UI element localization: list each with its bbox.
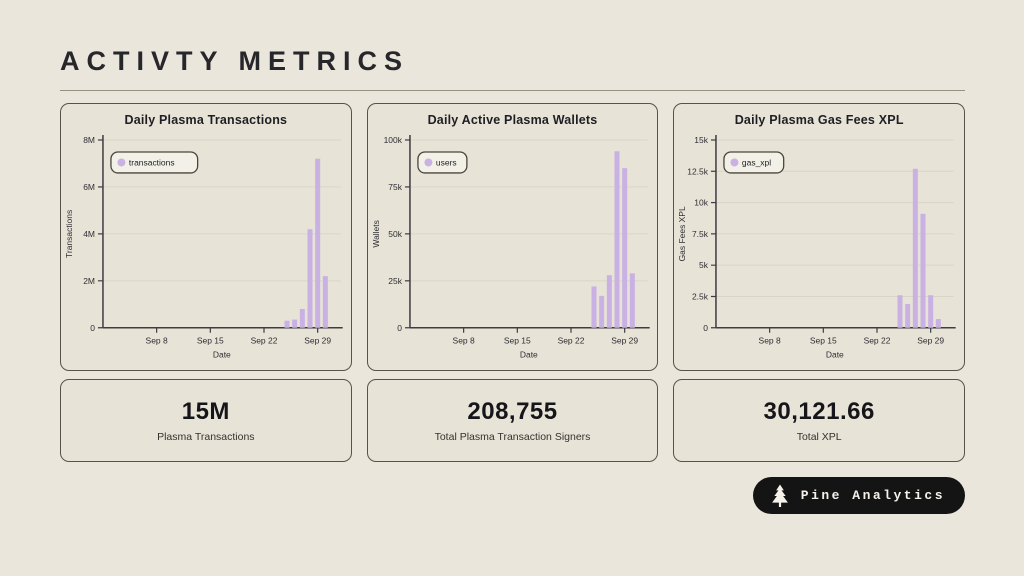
legend-box (416, 151, 468, 174)
x-axis-title: Date (826, 350, 844, 360)
x-tick-label: Sep 22 (557, 336, 584, 346)
y-tick-label: 6M (83, 182, 95, 192)
y-tick-label: 12.5k (688, 166, 709, 176)
bar-sep-28 (920, 213, 926, 328)
daily-plasma-gas-fees-bar-chart: 0 2.5k 5k 7.5k 10k 12.5k 15k Sep 8 Sep 15 Sep 22 S… (677, 135, 957, 360)
chart-title-gas-fees: Daily Plasma Gas Fees XPL (734, 113, 904, 128)
bar-sep-30 (629, 273, 635, 328)
title-divider (60, 90, 965, 92)
legend-label: gas_xpl (742, 158, 771, 168)
x-tick-label: Sep 15 (197, 336, 224, 346)
bar-sep-25 (897, 295, 903, 328)
page-title: ACTIVTY METRICS (60, 46, 410, 76)
x-tick-label: Sep 15 (504, 336, 531, 346)
badge-row: Pine Analytics (60, 477, 965, 515)
bar-sep-29 (315, 158, 321, 328)
chart-title-wallets: Daily Active Plasma Wallets (427, 113, 598, 128)
legend-swatch (730, 158, 739, 167)
stat-label: Total XPL (796, 431, 842, 444)
stat-card-total-xpl: 30,121.66 Total XPL (673, 379, 966, 463)
stat-value: 208,755 (467, 398, 558, 426)
daily-plasma-transactions-bar-chart: 0 2M 4M 6M 8M Sep 8 Sep 15 Sep 22 Sep 29 Date Tran… (64, 135, 343, 360)
y-tick-label: 75k (388, 182, 402, 192)
bar-sep-27 (606, 275, 612, 328)
stats-row: 15M Plasma Transactions 208,755 Total Pl… (60, 379, 966, 463)
x-tick-label: Sep 22 (864, 336, 891, 346)
y-tick-label: 7.5k (692, 229, 709, 239)
stat-card-plasma-transactions: 15M Plasma Transactions (60, 379, 352, 463)
charts-row: Daily Plasma Transactions 0 2M 4M 6M 8M Sep 8… (60, 103, 966, 372)
y-axis-title: Gas Fees XPL (677, 206, 687, 261)
chart-card-transactions: Daily Plasma Transactions 0 2M 4M 6M 8M Sep 8… (60, 103, 352, 372)
legend-swatch (117, 158, 126, 167)
chart-card-wallets: Daily Active Plasma Wallets 0 25k 50k 75k 10… (366, 103, 659, 372)
chart-title-transactions: Daily Plasma Transactions (124, 113, 288, 128)
bar-sep-25 (591, 286, 597, 328)
bar-sep-27 (299, 309, 305, 328)
bar-sep-30 (936, 319, 942, 328)
y-tick-label: 0 (704, 323, 709, 333)
y-tick-label: 5k (699, 260, 709, 270)
x-tick-label: Sep 8 (452, 336, 474, 346)
bar-sep-25 (284, 320, 290, 328)
legend-box (110, 151, 199, 174)
legend-box (723, 151, 785, 174)
stat-card-transaction-signers: 208,755 Total Plasma Transaction Signers (366, 379, 659, 463)
y-tick-label: 25k (388, 276, 402, 286)
bar-sep-28 (307, 229, 313, 328)
chart-card-gas-fees: Daily Plasma Gas Fees XPL 0 2.5k 5k 7.5k 10k… (673, 103, 966, 372)
y-tick-label: 50k (388, 229, 402, 239)
bar-sep-29 (621, 168, 627, 328)
y-tick-label: 15k (695, 135, 709, 145)
legend-label: users (436, 158, 457, 168)
y-tick-label: 10k (695, 198, 709, 208)
y-tick-label: 4M (83, 229, 95, 239)
bar-sep-30 (322, 276, 328, 328)
x-tick-label: Sep 29 (304, 336, 331, 346)
x-tick-label: Sep 8 (759, 336, 781, 346)
x-tick-label: Sep 8 (146, 336, 168, 346)
stat-value: 15M (181, 398, 230, 426)
y-tick-label: 2.5k (692, 292, 709, 302)
bar-sep-26 (598, 295, 604, 328)
badge-label: Pine Analytics (800, 488, 945, 504)
bar-sep-26 (292, 319, 298, 328)
y-axis-title: Transactions (64, 210, 74, 258)
pine-tree-icon (771, 484, 788, 507)
bar-sep-26 (905, 304, 911, 328)
daily-active-plasma-wallets-bar-chart: 0 25k 50k 75k 100k Sep 8 Sep 15 Sep 22 Sep 29 Dat… (371, 135, 650, 360)
stat-label: Total Plasma Transaction Signers (434, 431, 591, 444)
x-tick-label: Sep 22 (251, 336, 278, 346)
y-axis-title: Wallets (371, 220, 381, 247)
x-axis-title: Date (520, 350, 538, 360)
stat-value: 30,121.66 (763, 398, 875, 426)
y-tick-label: 0 (90, 323, 95, 333)
x-axis-title: Date (213, 350, 231, 360)
y-tick-label: 0 (397, 323, 402, 333)
x-tick-label: Sep 29 (611, 336, 638, 346)
y-tick-label: 2M (83, 276, 95, 286)
legend-label: transactions (129, 158, 175, 168)
y-tick-label: 8M (83, 135, 95, 145)
x-tick-label: Sep 29 (918, 336, 945, 346)
y-tick-label: 100k (383, 135, 402, 145)
legend-swatch (424, 158, 433, 167)
stat-label: Plasma Transactions (157, 431, 255, 444)
x-tick-label: Sep 15 (810, 336, 837, 346)
bar-sep-28 (614, 151, 620, 328)
bar-sep-27 (913, 168, 919, 328)
bar-sep-29 (928, 295, 934, 328)
pine-analytics-badge: Pine Analytics (752, 477, 965, 515)
